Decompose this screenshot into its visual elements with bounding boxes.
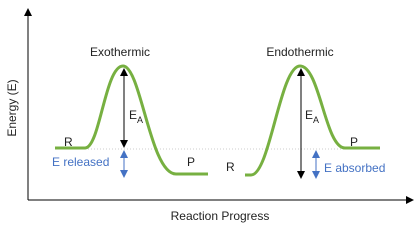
subscript: A xyxy=(137,115,143,125)
page: Energy (E) Reaction Progress Exothermic … xyxy=(5,8,414,223)
product-label: P xyxy=(187,155,195,169)
symbol: E xyxy=(305,108,313,122)
endothermic-curve xyxy=(245,64,380,177)
symbol: E xyxy=(129,108,137,122)
activation-label: EA xyxy=(305,108,319,125)
reactant-label: R xyxy=(64,135,73,149)
energy-change-label: E released xyxy=(52,155,109,169)
reactant-label: R xyxy=(226,160,235,174)
product-label: P xyxy=(350,135,358,149)
exothermic-curve xyxy=(55,64,208,176)
exothermic-title: Exothermic xyxy=(90,45,150,59)
diagram: Energy (E) Reaction Progress Exothermic … xyxy=(5,8,414,223)
subscript: A xyxy=(313,115,319,125)
x-axis-label: Reaction Progress xyxy=(171,209,270,223)
activation-label: EA xyxy=(129,108,143,125)
energy-change-label: E absorbed xyxy=(324,161,385,175)
endothermic-title: Endothermic xyxy=(266,45,333,59)
y-axis-label: Energy (E) xyxy=(5,79,19,136)
